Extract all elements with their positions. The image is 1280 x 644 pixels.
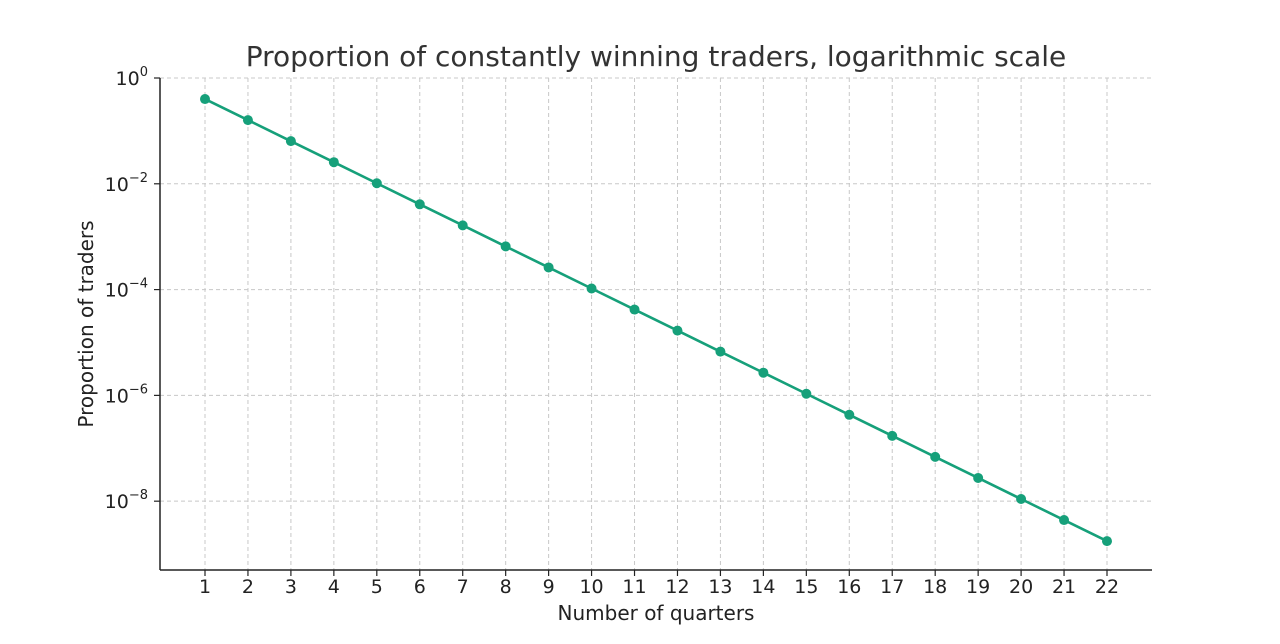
- data-point: [500, 241, 511, 252]
- data-point: [242, 115, 253, 126]
- x-tick-label: 21: [1052, 576, 1076, 598]
- data-point: [586, 283, 597, 294]
- x-tick-label: 3: [285, 576, 297, 598]
- y-tick-label: 10−2: [105, 171, 148, 196]
- y-tick-exponent: −4: [129, 277, 148, 292]
- data-point: [285, 136, 296, 147]
- data-point: [758, 367, 769, 378]
- x-tick-label: 5: [371, 576, 383, 598]
- data-point: [1016, 493, 1027, 504]
- x-tick-label: 10: [579, 576, 603, 598]
- y-tick-exponent: −8: [129, 488, 148, 503]
- y-tick-exponent: −2: [129, 171, 148, 186]
- data-point: [930, 451, 941, 462]
- data-point: [200, 94, 210, 105]
- data-point: [457, 220, 468, 231]
- x-tick-label: 4: [328, 576, 340, 598]
- data-point: [715, 346, 726, 357]
- x-tick-label: 2: [242, 576, 254, 598]
- data-point: [801, 388, 812, 399]
- y-tick-label: 100: [116, 65, 148, 90]
- x-tick-label: 22: [1095, 576, 1119, 598]
- x-tick-label: 14: [751, 576, 775, 598]
- x-tick-label: 9: [543, 576, 555, 598]
- data-point: [543, 262, 554, 273]
- y-tick-base: 10: [105, 385, 129, 407]
- series-line: [204, 97, 1108, 543]
- x-tick-label: 17: [880, 576, 904, 598]
- x-tick-label: 12: [665, 576, 689, 598]
- data-point: [629, 304, 640, 315]
- x-tick-label: 6: [414, 576, 426, 598]
- chart-title: Proportion of constantly winning traders…: [246, 40, 1067, 73]
- y-tick-exponent: −6: [129, 382, 148, 397]
- data-point: [328, 157, 339, 168]
- data-point: [672, 325, 683, 336]
- y-tick-base: 10: [105, 174, 129, 196]
- x-tick-label: 11: [622, 576, 646, 598]
- y-tick-base: 10: [105, 280, 129, 302]
- x-tick-label: 1: [199, 576, 211, 598]
- axes: 1 2 3 4 5 6 7 8 9 10 11 12 13 14 15 16 17 18 19 20 21 2210010…: [105, 65, 1152, 598]
- y-axis-label: Proportion of traders: [74, 220, 98, 427]
- grid: [160, 77, 1152, 570]
- x-tick-label: 16: [837, 576, 861, 598]
- data-point: [1102, 536, 1112, 547]
- y-tick-exponent: 0: [140, 65, 148, 80]
- x-tick-label: 8: [500, 576, 512, 598]
- y-tick-base: 10: [116, 68, 140, 90]
- y-tick-label: 10−6: [105, 382, 148, 407]
- x-tick-label: 19: [966, 576, 990, 598]
- data-point: [1059, 515, 1070, 526]
- y-tick-base: 10: [105, 491, 129, 513]
- x-tick-label: 7: [457, 576, 469, 598]
- data-point: [844, 409, 855, 420]
- x-tick-label: 20: [1009, 576, 1033, 598]
- y-tick-label: 10−8: [105, 488, 148, 513]
- x-tick-label: 18: [923, 576, 947, 598]
- x-tick-label: 13: [708, 576, 732, 598]
- series-layer: [200, 94, 1112, 547]
- data-point: [414, 199, 425, 210]
- data-point: [887, 430, 898, 441]
- y-tick-label: 10−4: [105, 277, 148, 302]
- data-point: [973, 472, 984, 483]
- x-tick-label: 15: [794, 576, 818, 598]
- x-axis-label: Number of quarters: [558, 601, 755, 625]
- data-point: [371, 178, 382, 189]
